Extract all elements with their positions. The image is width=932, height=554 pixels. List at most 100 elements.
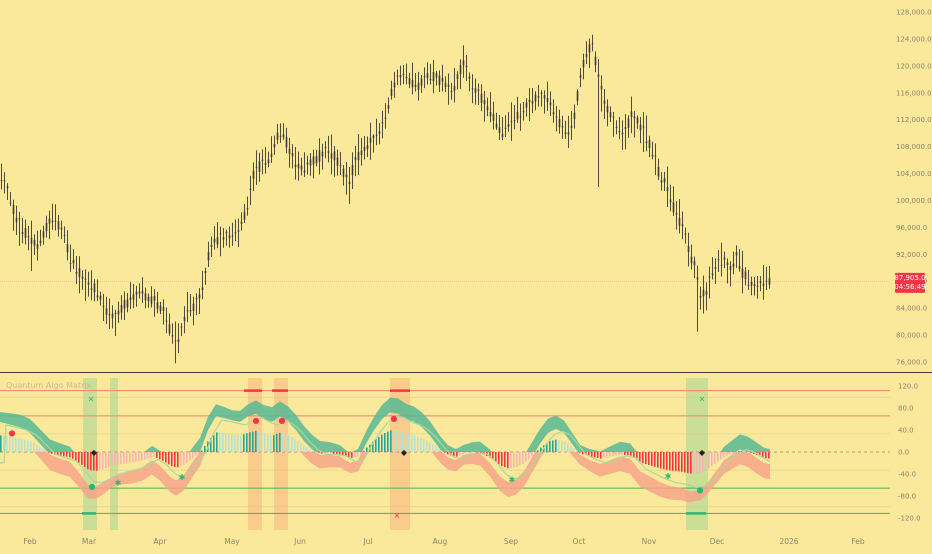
signal-marker: ✱ [115, 479, 122, 488]
candle-body [372, 135, 375, 138]
candle-body [327, 151, 330, 153]
candle-body [516, 112, 519, 120]
candle-body [258, 161, 261, 172]
histogram-bar [159, 452, 161, 460]
candle-body [534, 94, 537, 102]
candle-body [75, 271, 78, 274]
candle-body [444, 82, 447, 88]
candle-body [300, 165, 303, 170]
histogram-bar [528, 452, 530, 459]
last-price-label[interactable]: 87,905.0 04:56:49 [894, 272, 926, 293]
candle-body [141, 290, 144, 294]
histogram-bar [126, 452, 128, 464]
histogram-bar [354, 452, 356, 458]
price-tick-label: 120,000.0 [896, 62, 932, 70]
signal-marker: ✱ [665, 472, 672, 481]
candle-body [753, 284, 756, 287]
indicator-title[interactable]: Quantum Algo Matrix [6, 381, 92, 390]
candle-body [246, 208, 249, 210]
candle-body [285, 136, 288, 148]
histogram-bar [168, 452, 170, 465]
candle-body [201, 287, 204, 291]
histogram-bar [561, 440, 563, 452]
candle-body [591, 43, 594, 45]
candlestick-series [0, 34, 771, 364]
candle-body [189, 309, 192, 312]
histogram-bar [24, 439, 26, 452]
candle-body [714, 267, 717, 269]
candle-body [60, 227, 63, 230]
last-price-value: 87,905.0 [894, 274, 925, 282]
candle-body [243, 211, 246, 220]
histogram-bar [687, 452, 689, 474]
histogram-bar [420, 437, 422, 452]
candle-body [27, 236, 30, 238]
histogram-bar [618, 452, 620, 455]
histogram-bar [576, 450, 578, 452]
candle-body [621, 132, 624, 135]
candle-body [693, 261, 696, 266]
candle-body [105, 308, 108, 315]
candle-body [492, 113, 495, 121]
histogram-bar [144, 452, 146, 460]
histogram-bar [12, 437, 14, 452]
histogram-bar [729, 452, 731, 455]
candle-body [513, 120, 516, 122]
histogram-bar [591, 452, 593, 457]
signal-marker: × [394, 511, 401, 520]
candle-body [432, 72, 435, 82]
histogram-bar [261, 432, 263, 452]
histogram-bar [327, 452, 329, 454]
histogram-bar [165, 452, 167, 463]
candle-body [204, 270, 207, 273]
histogram-bar [267, 434, 269, 452]
histogram-bar [642, 452, 644, 464]
candle-body [228, 235, 231, 239]
histogram-bar [513, 452, 515, 468]
histogram-bar [45, 450, 47, 452]
histogram-bar [231, 434, 233, 452]
candle-body [345, 174, 348, 178]
candle-body [708, 276, 711, 278]
histogram-bar [303, 445, 305, 452]
candle-body [252, 170, 255, 179]
candle-body [537, 96, 540, 98]
candle-body [78, 268, 81, 278]
candle-body [339, 165, 342, 167]
histogram-bar [330, 452, 332, 454]
oscillator-tick-label: 40.0 [898, 427, 914, 435]
histogram-bar [246, 433, 248, 452]
histogram-bar [423, 438, 425, 452]
histogram-bar [693, 452, 695, 474]
histogram-bar [645, 452, 647, 465]
histogram-bar [279, 432, 281, 452]
candle-body [387, 104, 390, 109]
histogram-bar [711, 452, 713, 467]
histogram-bar [582, 452, 584, 455]
histogram-bar [156, 452, 158, 459]
histogram-bar [0, 435, 2, 452]
candle-body [297, 164, 300, 169]
histogram-bar [264, 433, 266, 452]
histogram-bar [36, 445, 38, 452]
histogram-bar [426, 440, 428, 452]
candle-body [87, 282, 90, 285]
candle-body [360, 150, 363, 155]
histogram-bar [135, 452, 137, 462]
signal-marker: ◆ [401, 448, 408, 457]
histogram-bar [384, 433, 386, 452]
histogram-bar [132, 452, 134, 463]
candle-body [597, 74, 600, 77]
candle-body [645, 141, 648, 144]
histogram-bar [252, 431, 254, 452]
candle-body [471, 88, 474, 90]
histogram-bar [372, 441, 374, 452]
histogram-bar [720, 452, 722, 460]
histogram-bar [519, 452, 521, 466]
candle-body [174, 340, 177, 342]
candle-body [639, 124, 642, 131]
candle-body [336, 157, 339, 166]
candle-body [147, 296, 150, 302]
histogram-bar [222, 433, 224, 452]
